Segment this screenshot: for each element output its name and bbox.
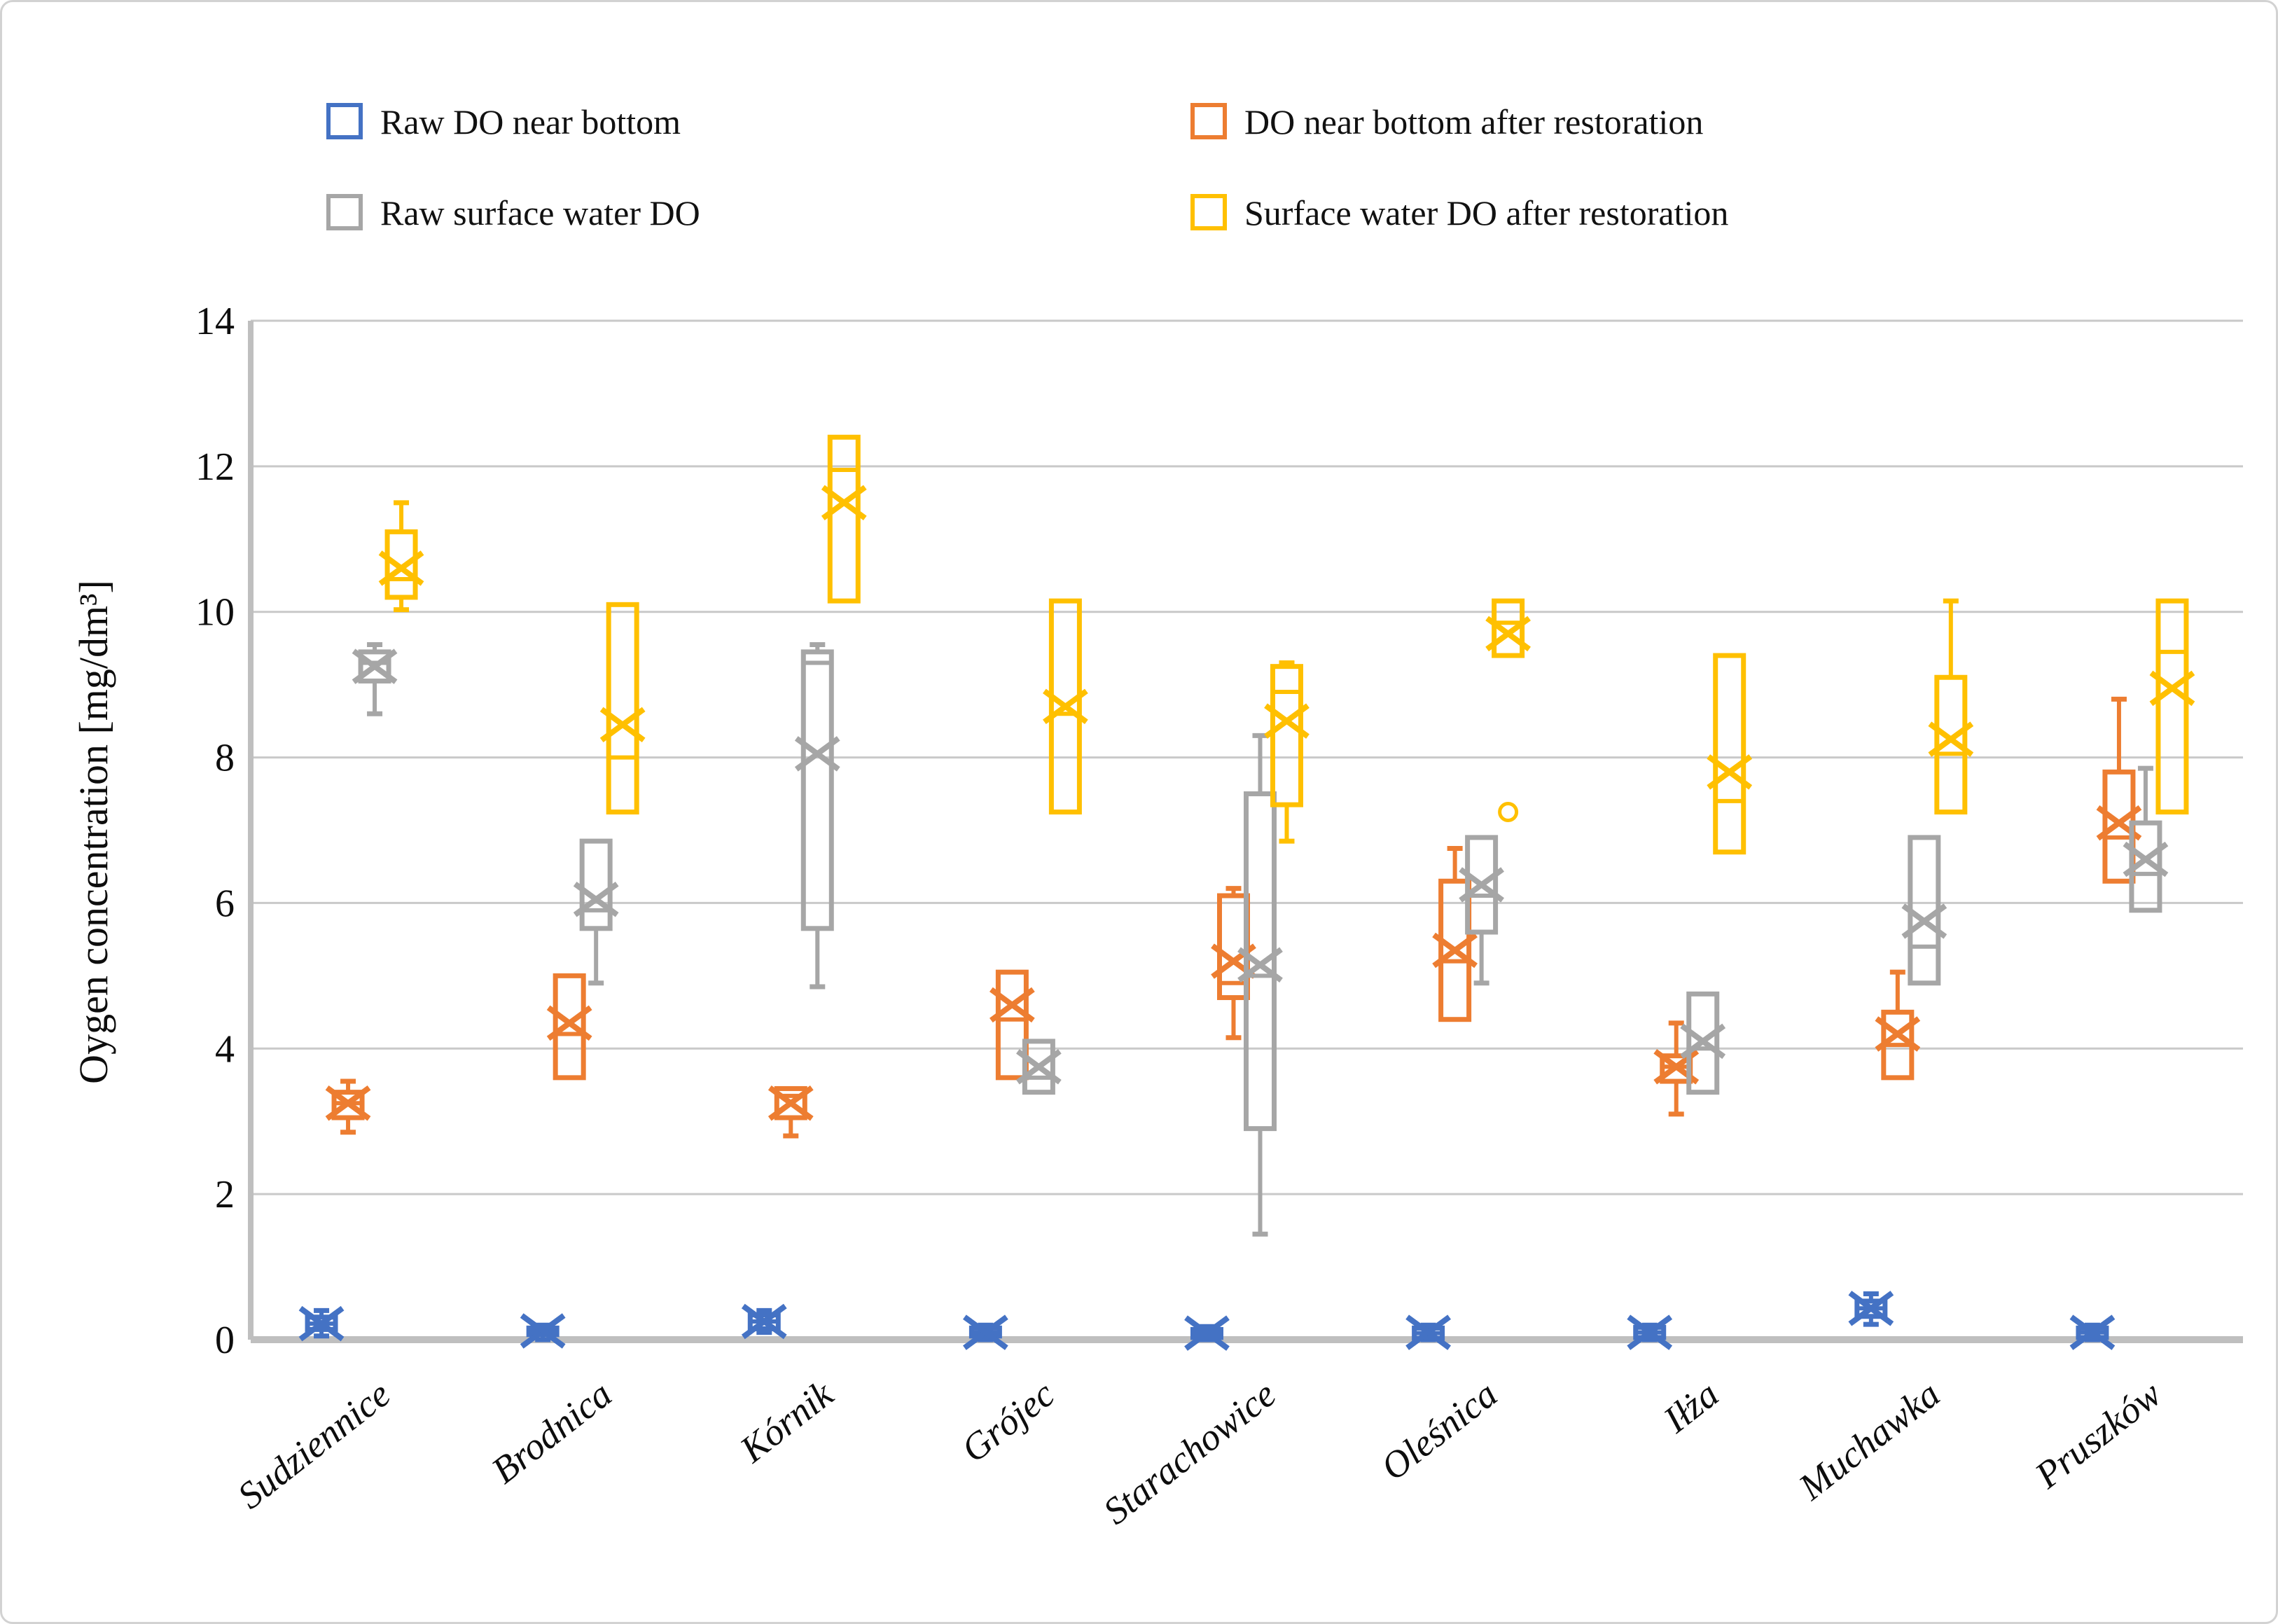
box-do-near-bottom-after-restoration-Grójec: [995, 969, 1029, 1081]
y-tick-label-4: 4: [215, 1027, 235, 1071]
legend-label-raw-surface-water-do: Raw surface water DO: [380, 193, 700, 233]
x-category-label-5: Oleśnica: [1373, 1373, 1505, 1488]
legend-item: Surface water DO after restoration: [1190, 193, 1728, 233]
box-raw-surface-water-do-Oleśnica: [1465, 835, 1499, 935]
y-axis-title: Oygen concentration [mg/dm³]: [71, 580, 116, 1084]
legend-item: Raw DO near bottom: [326, 102, 681, 141]
box-raw-surface-water-do-Sudziennice: [358, 649, 391, 683]
y-tick-label-12: 12: [195, 445, 235, 489]
x-category-label-0: Sudziennice: [230, 1373, 398, 1517]
mean-marker-surface-water-do-after-restoration-Starachowice: [1264, 703, 1310, 739]
mean-marker-surface-water-do-after-restoration-Kórnik: [821, 485, 867, 521]
y-tick-label-10: 10: [195, 591, 235, 634]
legend-label-raw-do-near-bottom: Raw DO near bottom: [380, 102, 681, 141]
mean-marker-surface-water-do-after-restoration-Sudziennice: [378, 550, 424, 586]
box-surface-water-do-after-restoration-Starachowice: [1270, 664, 1303, 807]
legend-item: Raw surface water DO: [326, 193, 700, 233]
x-category-label-3: Grójec: [954, 1373, 1062, 1471]
box-surface-water-do-after-restoration-Sudziennice: [384, 529, 418, 600]
mean-marker-raw-surface-water-do-Brodnica: [573, 882, 619, 917]
mean-marker-raw-surface-water-do-Pruszków: [2123, 841, 2169, 877]
mean-marker-surface-water-do-after-restoration-Pruszków: [2149, 670, 2195, 707]
mean-marker-raw-surface-water-do-Grójec: [1016, 1049, 1062, 1085]
box-raw-surface-water-do-Kórnik: [800, 649, 834, 931]
box-do-near-bottom-after-restoration-Pruszków: [2102, 769, 2136, 884]
mean-marker-raw-surface-water-do-Oleśnica: [1459, 867, 1504, 903]
box-raw-surface-water-do-Muchawka: [1908, 835, 1941, 986]
box-raw-surface-water-do-Grójec: [1022, 1039, 1055, 1095]
box-surface-water-do-after-restoration-Iłża: [1713, 653, 1746, 855]
mean-marker-do-near-bottom-after-restoration-Grójec: [989, 987, 1035, 1023]
mean-marker-raw-do-near-bottom-Starachowice: [1184, 1315, 1230, 1351]
mean-marker-raw-do-near-bottom-Brodnica: [520, 1313, 566, 1349]
x-category-label-8: Pruszków: [2027, 1373, 2169, 1497]
box-surface-water-do-after-restoration-Pruszków: [2155, 598, 2189, 815]
mean-marker-raw-do-near-bottom-Pruszków: [2069, 1314, 2116, 1350]
mean-marker-raw-do-near-bottom-Kórnik: [741, 1303, 787, 1340]
mean-marker-surface-water-do-after-restoration-Muchawka: [1928, 721, 1974, 757]
mean-marker-surface-water-do-after-restoration-Iłża: [1707, 754, 1753, 790]
outlier-surface-water-do-after-restoration-Oleśnica: [1498, 802, 1519, 823]
x-category-label-1: Brodnica: [484, 1373, 620, 1492]
box-raw-surface-water-do-Brodnica: [579, 838, 613, 931]
box-surface-water-do-after-restoration-Brodnica: [606, 602, 639, 815]
mean-marker-do-near-bottom-after-restoration-Brodnica: [546, 1005, 592, 1041]
mean-marker-surface-water-do-after-restoration-Oleśnica: [1485, 616, 1531, 652]
mean-marker-do-near-bottom-after-restoration-Sudziennice: [325, 1085, 371, 1121]
box-do-near-bottom-after-restoration-Kórnik: [774, 1085, 807, 1120]
legend-label-surface-water-do-after-restoration: Surface water DO after restoration: [1244, 193, 1728, 233]
mean-marker-raw-do-near-bottom-Grójec: [963, 1314, 1008, 1350]
plot-area: 0 2 4 6 8 10 12 14 Sudziennice Brodnica Kórnik Grój…: [195, 300, 2243, 1532]
mean-marker-raw-surface-water-do-Starachowice: [1237, 947, 1283, 983]
mean-marker-raw-surface-water-do-Kórnik: [794, 736, 840, 772]
legend-label-do-near-bottom-after-restoration: DO near bottom after restoration: [1244, 102, 1703, 141]
box-raw-surface-water-do-Iłża: [1686, 991, 1720, 1095]
box-surface-water-do-after-restoration-Grójec: [1048, 598, 1082, 815]
mean-marker-do-near-bottom-after-restoration-Oleśnica: [1432, 932, 1478, 969]
legend-swatch-do-near-bottom-after-restoration: [1190, 103, 1227, 139]
legend-swatch-raw-surface-water-do: [326, 194, 363, 230]
box-do-near-bottom-after-restoration-Brodnica: [553, 973, 586, 1081]
mean-marker-do-near-bottom-after-restoration-Kórnik: [768, 1085, 814, 1121]
box-surface-water-do-after-restoration-Oleśnica: [1492, 598, 1525, 658]
mean-marker-raw-do-near-bottom-Oleśnica: [1405, 1314, 1451, 1350]
mean-marker-raw-do-near-bottom-Muchawka: [1848, 1291, 1894, 1326]
legend-swatch-raw-do-near-bottom: [326, 103, 363, 139]
x-category-label-7: Muchawka: [1791, 1373, 1947, 1508]
y-tick-label-14: 14: [195, 300, 235, 343]
mean-marker-surface-water-do-after-restoration-Grójec: [1043, 688, 1088, 725]
box-raw-surface-water-do-Starachowice: [1244, 791, 1277, 1132]
y-tick-label-6: 6: [215, 882, 235, 925]
y-tick-label-2: 2: [215, 1173, 235, 1216]
x-category-label-4: Starachowice: [1095, 1373, 1284, 1532]
mean-marker-raw-do-near-bottom-Iłża: [1627, 1314, 1673, 1350]
x-category-label-2: Kórnik: [732, 1373, 842, 1471]
mean-marker-do-near-bottom-after-restoration-Muchawka: [1875, 1016, 1921, 1052]
x-category-label-6: Iłża: [1655, 1373, 1727, 1441]
y-tick-label-0: 0: [215, 1319, 235, 1362]
mean-marker-raw-surface-water-do-Sudziennice: [352, 648, 398, 684]
mean-marker-raw-surface-water-do-Muchawka: [1901, 903, 1947, 939]
legend: Raw DO near bottom DO near bottom after …: [326, 102, 1728, 233]
mean-marker-raw-do-near-bottom-Sudziennice: [298, 1305, 345, 1342]
y-tick-label-8: 8: [215, 737, 235, 780]
box-surface-water-do-after-restoration-Muchawka: [1934, 674, 1968, 815]
box-surface-water-do-after-restoration-Kórnik: [827, 434, 861, 604]
legend-swatch-surface-water-do-after-restoration: [1190, 194, 1227, 230]
mean-marker-raw-surface-water-do-Iłża: [1680, 1023, 1726, 1060]
box-do-near-bottom-after-restoration-Oleśnica: [1438, 878, 1472, 1022]
legend-item: DO near bottom after restoration: [1190, 102, 1703, 141]
mean-marker-surface-water-do-after-restoration-Brodnica: [599, 707, 646, 743]
